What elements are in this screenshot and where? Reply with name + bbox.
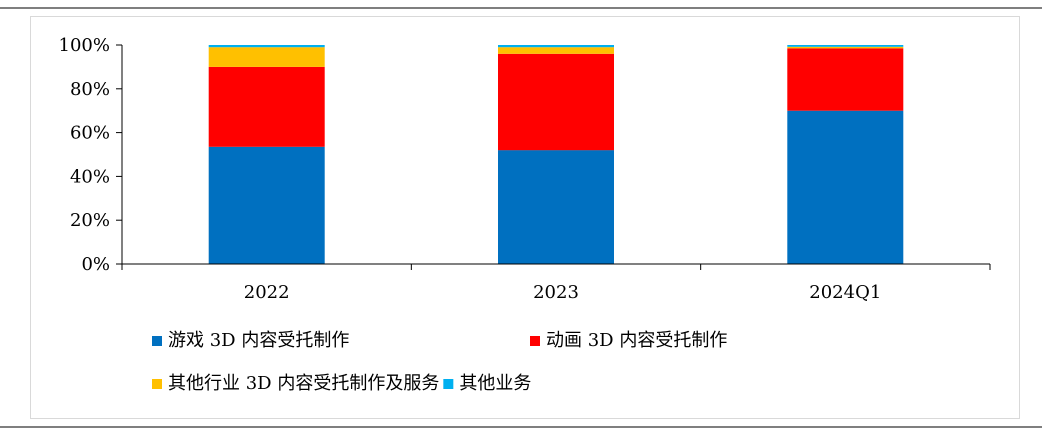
plot-area: 2022 2023 2024Q1 0% 20% 40% 60% 80% 100% [59, 35, 991, 303]
legend-swatch-4 [443, 379, 454, 389]
bar-2023-series-1 [498, 150, 614, 264]
y-tick-label: 40% [70, 166, 110, 187]
bar-2022-series-4 [208, 45, 325, 48]
bar-2024Q1-series-3 [787, 46, 904, 49]
bar-2023-series-4 [498, 45, 614, 48]
bar-2024Q1-series-1 [787, 110, 904, 264]
y-tick-label: 80% [70, 79, 110, 100]
x-tick-label: 2023 [533, 282, 579, 303]
legend-label-3: 其他行业 3D 内容受托制作及服务 [168, 373, 439, 394]
legend-label-4: 其他业务 [459, 373, 531, 394]
top-rule [0, 7, 1042, 9]
bar-2023-series-3 [498, 47, 614, 54]
bar-2022-series-3 [208, 47, 325, 67]
y-tick-label: 0% [81, 254, 110, 275]
bar-2024Q1-series-2 [787, 48, 904, 111]
y-tick-label: 60% [70, 123, 110, 144]
bar-2023-series-2 [498, 53, 614, 151]
x-tick-label: 2022 [244, 282, 290, 303]
bar-2022-series-2 [208, 66, 325, 147]
legend-swatch-1 [152, 336, 162, 346]
y-tick-label: 100% [59, 35, 110, 56]
bar-2024Q1-series-4 [787, 45, 904, 47]
bar-2022-series-1 [208, 146, 325, 264]
bottom-rule [0, 426, 1042, 428]
x-tick-label: 2024Q1 [809, 282, 881, 303]
legend-swatch-2 [530, 336, 540, 346]
legend-label-1: 游戏 3D 内容受托制作 [168, 330, 349, 351]
legend-swatch-3 [152, 379, 162, 389]
legend-label-2: 动画 3D 内容受托制作 [546, 330, 727, 351]
y-tick-label: 20% [70, 210, 110, 231]
chart-frame [30, 16, 1020, 419]
